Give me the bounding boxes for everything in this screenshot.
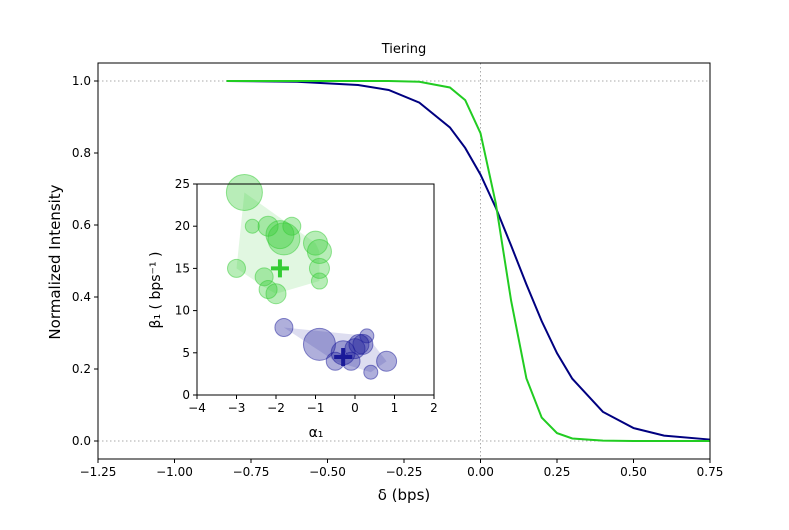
axes-frame: [97, 62, 711, 460]
x-tick-label: 0.75: [697, 465, 724, 479]
bubble: [352, 333, 374, 355]
x-tick-label: −1.25: [80, 465, 117, 479]
y-tick-label: 5: [182, 346, 190, 360]
y-tick-label: 10: [175, 304, 190, 318]
x-tick-label: 2: [430, 401, 438, 415]
bubble: [267, 222, 301, 256]
hull: [236, 192, 320, 294]
y-axis-label: Normalized Intensity: [46, 184, 64, 339]
x-tick-label: 1: [391, 401, 399, 415]
x-tick-label: 0.50: [620, 465, 647, 479]
y-tick-label: 0.6: [72, 218, 91, 232]
x-tick-label: −1: [307, 401, 325, 415]
axes-frame: [196, 183, 435, 396]
bubble: [302, 327, 336, 361]
x-tick-label: 0.25: [544, 465, 571, 479]
x-tick-label: −0.50: [309, 465, 346, 479]
inset-y-label: β₁ ( bps⁻¹ ): [148, 252, 164, 329]
x-tick-label: −0.75: [233, 465, 270, 479]
y-tick-label: 15: [175, 261, 190, 275]
x-tick-label: 0.00: [467, 465, 494, 479]
centroid-marker: [270, 259, 289, 278]
inset-x-label: α₁: [309, 425, 324, 441]
y-tick-label: 0.2: [72, 362, 91, 376]
bubble: [282, 216, 302, 236]
y-tick-label: 0: [182, 388, 190, 402]
bubble: [227, 258, 246, 278]
centroid-marker: [334, 348, 353, 367]
y-tick-label: 1.0: [72, 74, 91, 88]
bubble: [244, 218, 260, 234]
plot-area: [197, 184, 434, 395]
bubble: [306, 239, 332, 265]
bubble: [363, 364, 379, 380]
x-tick-label: 0: [351, 401, 359, 415]
x-tick-label: −1.00: [156, 465, 193, 479]
bubble: [359, 328, 375, 344]
bubble: [254, 267, 274, 287]
y-tick-label: 25: [175, 177, 190, 191]
bubble: [376, 350, 398, 372]
bubble: [258, 280, 278, 299]
x-tick-label: −4: [188, 401, 206, 415]
y-tick-label: 0.4: [72, 290, 91, 304]
x-tick-label: −0.25: [386, 465, 423, 479]
bubble: [265, 283, 287, 305]
bubble: [225, 173, 263, 211]
chart-title: Tiering: [381, 42, 427, 57]
bubble: [308, 257, 330, 279]
x-tick-label: −3: [228, 401, 246, 415]
bubble: [274, 317, 294, 337]
bubble: [310, 272, 328, 290]
y-tick-label: 0.8: [72, 146, 91, 160]
line-series: [226, 80, 711, 441]
y-tick-label: 20: [175, 219, 190, 233]
line-series: [226, 80, 710, 442]
x-tick-label: −2: [267, 401, 285, 415]
x-axis-label: δ (bps): [378, 486, 431, 504]
y-tick-label: 0.0: [72, 434, 91, 448]
